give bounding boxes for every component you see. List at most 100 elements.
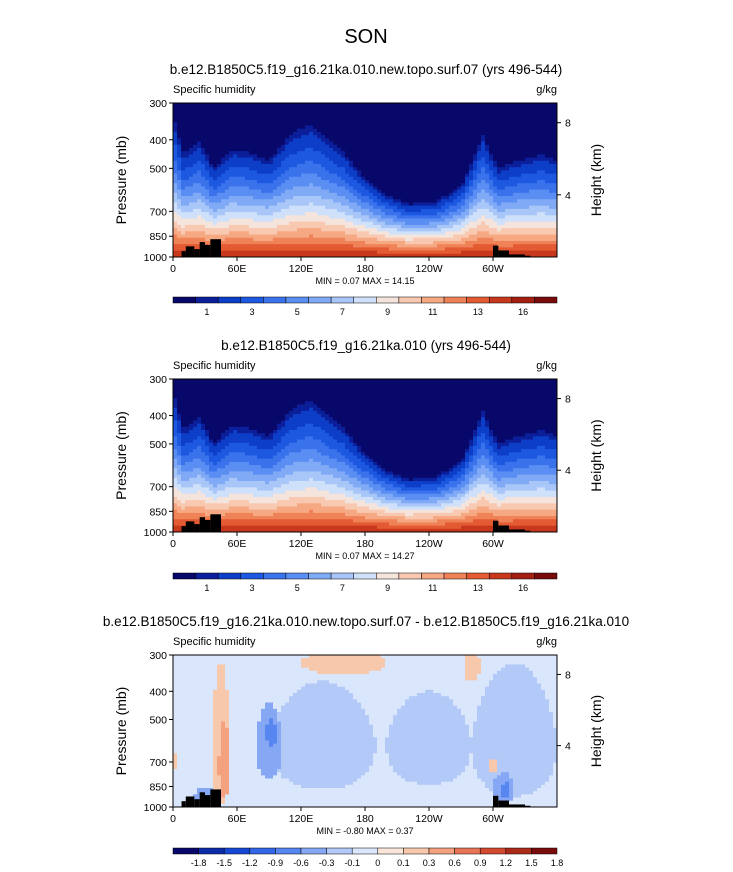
field-cell xyxy=(173,430,178,434)
field-cell xyxy=(325,125,330,130)
field-cell xyxy=(513,180,518,184)
field-cell xyxy=(177,212,182,216)
field-cell xyxy=(269,237,274,242)
field-cell xyxy=(357,109,362,114)
field-cell xyxy=(437,157,442,162)
field-cell xyxy=(481,247,486,252)
field-cell xyxy=(337,186,342,191)
field-cell xyxy=(193,449,198,453)
field-cell xyxy=(525,170,530,175)
field-cell xyxy=(553,183,557,188)
field-cell xyxy=(449,247,454,252)
field-cell xyxy=(369,119,374,123)
field-cell xyxy=(229,250,234,255)
field-cell xyxy=(429,128,434,133)
field-cell xyxy=(301,138,306,143)
field-cell xyxy=(485,205,490,210)
field-cell xyxy=(249,151,254,155)
field-cell xyxy=(225,154,230,159)
field-cell xyxy=(425,131,430,136)
field-cell xyxy=(409,183,414,188)
field-cell xyxy=(449,199,454,204)
field-cell xyxy=(529,119,534,123)
field-cell xyxy=(205,119,210,123)
field-cell xyxy=(197,208,202,213)
field-cell xyxy=(233,109,238,114)
field-cell xyxy=(413,205,418,210)
field-cell xyxy=(545,138,550,143)
field-cell xyxy=(333,224,338,229)
field-cell xyxy=(397,135,402,139)
field-cell xyxy=(337,244,342,248)
field-cell xyxy=(381,119,386,123)
field-cell xyxy=(425,228,430,232)
field-cell xyxy=(189,154,194,159)
field-cell xyxy=(297,183,302,188)
field-cell xyxy=(509,189,514,194)
field-cell xyxy=(189,394,194,399)
field-cell xyxy=(425,106,430,111)
field-cell xyxy=(533,119,538,123)
field-cell xyxy=(461,192,466,197)
field-cell xyxy=(469,170,474,175)
field-cell xyxy=(385,247,390,252)
field-cell xyxy=(509,212,514,216)
field-cell xyxy=(321,199,326,204)
field-cell xyxy=(513,228,518,232)
field-cell xyxy=(245,138,250,143)
field-cell xyxy=(553,173,557,178)
field-cell xyxy=(377,231,382,236)
field-cell xyxy=(333,167,338,171)
field-cell xyxy=(389,231,394,236)
field-cell xyxy=(321,173,326,178)
field-cell xyxy=(221,176,226,181)
field-cell xyxy=(489,131,494,136)
field-cell xyxy=(457,180,462,184)
field-cell xyxy=(193,240,198,245)
field-cell xyxy=(529,247,534,252)
field-cell xyxy=(177,218,182,223)
field-cell xyxy=(393,170,398,175)
field-cell xyxy=(509,208,514,213)
field-cell xyxy=(181,481,186,485)
field-cell xyxy=(289,147,294,152)
field-cell xyxy=(281,128,286,133)
field-cell xyxy=(529,151,534,155)
field-cell xyxy=(485,234,490,239)
field-cell xyxy=(465,199,470,204)
field-cell xyxy=(269,160,274,165)
field-cell xyxy=(237,106,242,111)
field-cell xyxy=(301,247,306,252)
field-cell xyxy=(277,192,282,197)
field-cell xyxy=(549,128,554,133)
field-cell xyxy=(517,234,522,239)
field-cell xyxy=(177,430,182,434)
field-cell xyxy=(445,192,450,197)
field-cell xyxy=(429,122,434,127)
field-cell xyxy=(329,109,334,114)
field-cell xyxy=(313,218,318,223)
field-cell xyxy=(377,212,382,216)
field-cell xyxy=(413,244,418,248)
field-cell xyxy=(293,240,298,245)
field-cell xyxy=(437,138,442,143)
field-cell xyxy=(501,202,506,207)
field-cell xyxy=(265,147,270,152)
field-cell xyxy=(245,180,250,184)
field-cell xyxy=(181,154,186,159)
field-cell xyxy=(181,423,186,428)
field-cell xyxy=(189,509,194,514)
field-cell xyxy=(517,218,522,223)
field-cell xyxy=(189,160,194,165)
field-cell xyxy=(389,167,394,171)
field-cell xyxy=(181,231,186,236)
field-cell xyxy=(229,147,234,152)
field-cell xyxy=(425,103,430,107)
field-cell xyxy=(481,119,486,123)
field-cell xyxy=(477,163,482,168)
field-cell xyxy=(201,173,206,178)
field-cell xyxy=(477,125,482,130)
field-cell xyxy=(317,106,322,111)
field-cell xyxy=(193,458,198,463)
field-cell xyxy=(229,205,234,210)
